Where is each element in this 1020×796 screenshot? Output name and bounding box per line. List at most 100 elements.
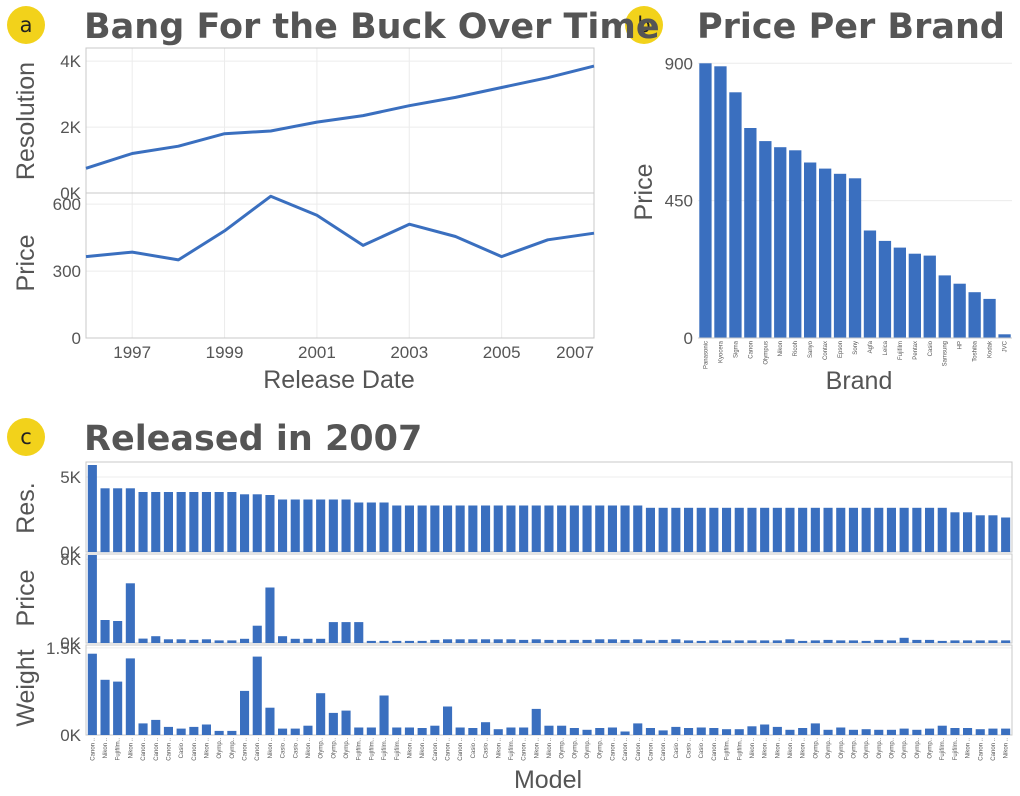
chart-c-bar (125, 488, 135, 553)
chart-c-category-label: Nikon .. (306, 738, 312, 759)
chart-c-bar (328, 499, 338, 552)
chart-b-category-label: Kodak (988, 340, 994, 358)
chart-c-bar (252, 494, 262, 553)
chart-b-category-label: Samsung (943, 341, 949, 366)
chart-c-bar (163, 726, 173, 735)
chart-c-category-label: Nikon .. (801, 738, 807, 759)
chart-b-bar (983, 298, 996, 338)
chart-c-category-label: Casio .. (471, 738, 477, 759)
chart-c-bar (988, 515, 998, 553)
chart-c-category-label: Fujifilm.. (725, 738, 731, 761)
chart-c-bar (975, 729, 985, 735)
chart-c-bar (1001, 640, 1011, 643)
chart-c-category-label: Canon .. (661, 738, 667, 761)
chart-c-bar (176, 639, 186, 643)
chart-c-category-label: Fujifilm.. (940, 738, 946, 761)
chart-b-category-label: Pentax (913, 341, 919, 360)
chart-c-bar (810, 507, 820, 553)
chart-c-bar (798, 640, 808, 643)
chart-c-bar (988, 728, 998, 735)
chart-b-category-label: Epson (838, 341, 844, 358)
chart-c-bar (874, 507, 884, 553)
chart-c-bar (557, 505, 567, 552)
chart-c-bar (113, 488, 123, 553)
chart-b-bar (893, 247, 906, 338)
chart-c-bar (113, 621, 123, 643)
chart-c-bar (569, 728, 579, 735)
chart-c-bar (633, 505, 643, 552)
chart-a-price-line (85, 194, 595, 262)
chart-c-bar (582, 639, 592, 643)
chart-c-category-label: Fujifilm.. (357, 738, 363, 761)
chart-c-bar (392, 727, 402, 735)
chart-c-bar (823, 639, 833, 643)
chart-b-y-tick-label: 450 (665, 192, 693, 211)
chart-c-bar (506, 505, 516, 552)
chart-c-bar (709, 507, 719, 553)
chart-c-bar (722, 729, 732, 735)
chart-b-bar (744, 128, 757, 338)
chart-c-bar (658, 507, 668, 553)
chart-c-bar (100, 620, 110, 643)
chart-c-bar (950, 640, 960, 643)
chart-c-bar (341, 499, 351, 552)
chart-c-bar (658, 730, 668, 735)
chart-c-bar (684, 728, 694, 735)
chart-c-category-label: Olymp.. (344, 738, 350, 759)
chart-a-panel-frame (85, 47, 595, 194)
chart-c-bar (963, 512, 973, 553)
chart-c-bar (278, 499, 288, 552)
chart-c-category-label: Canon .. (446, 738, 452, 761)
chart-c-bar (671, 726, 681, 735)
chart-c-bar (620, 639, 630, 643)
chart-c-y-tick-label: 5K (60, 468, 81, 487)
chart-c-bar (671, 639, 681, 643)
chart-c-bar (785, 507, 795, 553)
chart-b-bar (804, 162, 817, 338)
chart-c-bar (874, 729, 884, 735)
chart-c-bar (354, 622, 364, 643)
chart-c-bar (582, 505, 592, 552)
chart-c-bar (265, 707, 275, 735)
chart-c-bar (430, 639, 440, 643)
chart-c-bar (214, 492, 224, 552)
chart-c-bar (240, 690, 250, 735)
chart-b-category-label: HP (958, 341, 964, 349)
chart-c-bar (252, 625, 262, 643)
chart-c-bar (836, 507, 846, 553)
chart-c-category-label: Olymp.. (839, 738, 845, 759)
chart-c-category-label: Olymp.. (928, 738, 934, 759)
chart-c-category-label: Casio .. (674, 738, 680, 759)
chart-a-resolution-axis-title: Resolution (12, 62, 40, 180)
chart-c-bar (151, 719, 161, 735)
chart-c-bar (125, 658, 135, 735)
chart-c-bar (366, 640, 376, 643)
chart-b-bar (938, 275, 951, 338)
chart-c-bar (810, 723, 820, 735)
chart-c-bar (607, 639, 617, 643)
chart-c-category-label: Canon .. (192, 738, 198, 761)
chart-c-bar (823, 729, 833, 735)
chart-b-category-label: Fujifilm (898, 341, 904, 360)
chart-b-category-label: Ricoh (793, 341, 799, 356)
chart-b-category-label: Nikon (778, 341, 784, 356)
chart-c-category-label: Fujifilm.. (953, 738, 959, 761)
chart-a-line-charts: 0K 2K 4K 0 300 600 1997 1999 2001 2003 2005 2007 (53, 47, 595, 362)
chart-c-bar (506, 727, 516, 735)
chart-c-bar (392, 640, 402, 643)
chart-c-category-label: Canon .. (154, 738, 160, 761)
chart-a-resolution-line (85, 64, 595, 170)
chart-c-bar (671, 507, 681, 553)
chart-c-bar (950, 728, 960, 735)
chart-c-bar (163, 492, 173, 552)
chart-c-bar (988, 640, 998, 643)
chart-c-category-label: Olymp.. (230, 738, 236, 759)
chart-c-bar (354, 727, 364, 735)
chart-c-category-label: Olymp.. (560, 738, 566, 759)
chart-c-category-label: Nikon .. (750, 738, 756, 759)
chart-c-bar (316, 499, 326, 552)
chart-c-bar (201, 639, 211, 643)
chart-c-bar (544, 725, 554, 735)
chart-c-bar (455, 639, 465, 643)
chart-c-bar (341, 622, 351, 643)
